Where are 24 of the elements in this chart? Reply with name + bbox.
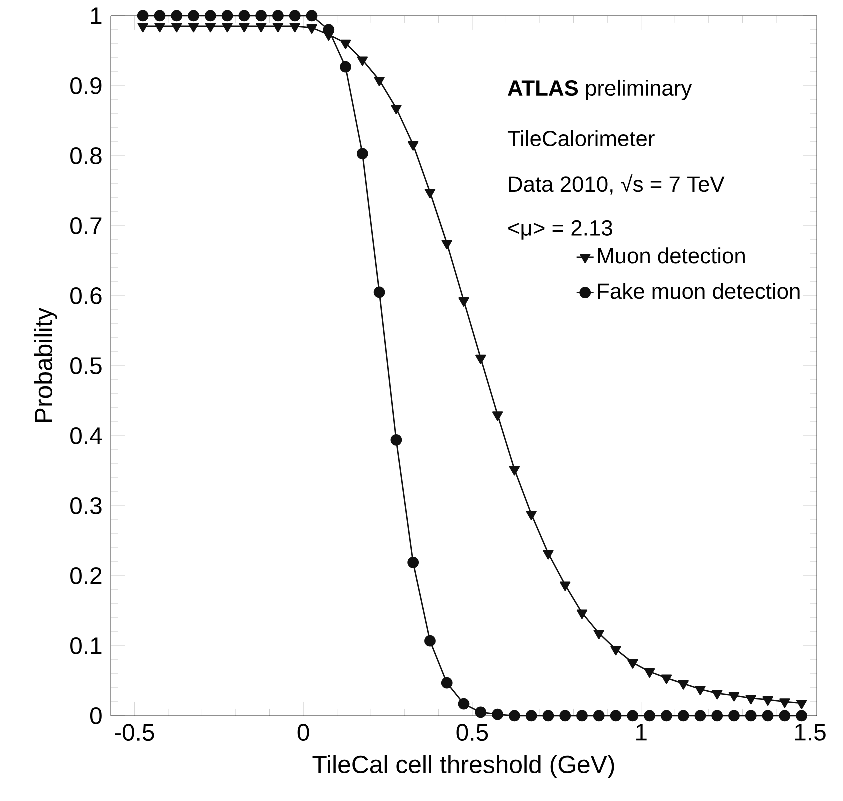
annotation: <μ> = 2.13 xyxy=(508,220,612,240)
annotation: TileCalorimeter xyxy=(508,130,655,147)
x-tick-label: 1 xyxy=(636,724,647,741)
y-tick-label: 0.3 xyxy=(70,498,102,514)
y-tick-label: 0.1 xyxy=(70,638,102,654)
y-axis-title: Probability xyxy=(34,308,58,422)
y-tick-label: 0.5 xyxy=(70,358,102,374)
y-tick-label: 0.9 xyxy=(70,78,102,94)
y-tick-label: 0 xyxy=(90,708,102,724)
legend-label: Fake muon detection xyxy=(598,283,800,300)
x-tick-label: -0.5 xyxy=(115,724,154,742)
x-axis-title: TileCal cell threshold (GeV) xyxy=(312,755,614,778)
annotation: Data 2010, √s = 7 TeV xyxy=(509,174,725,195)
y-tick-label: 0.6 xyxy=(70,288,102,304)
y-tick-label: 0.7 xyxy=(70,218,102,234)
y-tick-label: 1 xyxy=(91,8,102,24)
x-tick-label: 1.5 xyxy=(795,724,826,741)
legend-label: Muon detection xyxy=(598,248,745,264)
x-tick-label: 0.5 xyxy=(456,724,488,742)
y-tick-label: 0.8 xyxy=(70,148,102,164)
y-tick-label: 0.2 xyxy=(70,568,102,584)
x-tick-label: 0 xyxy=(298,724,310,742)
y-tick-label: 0.4 xyxy=(70,428,102,444)
annotation: ATLAS preliminary xyxy=(508,80,692,100)
